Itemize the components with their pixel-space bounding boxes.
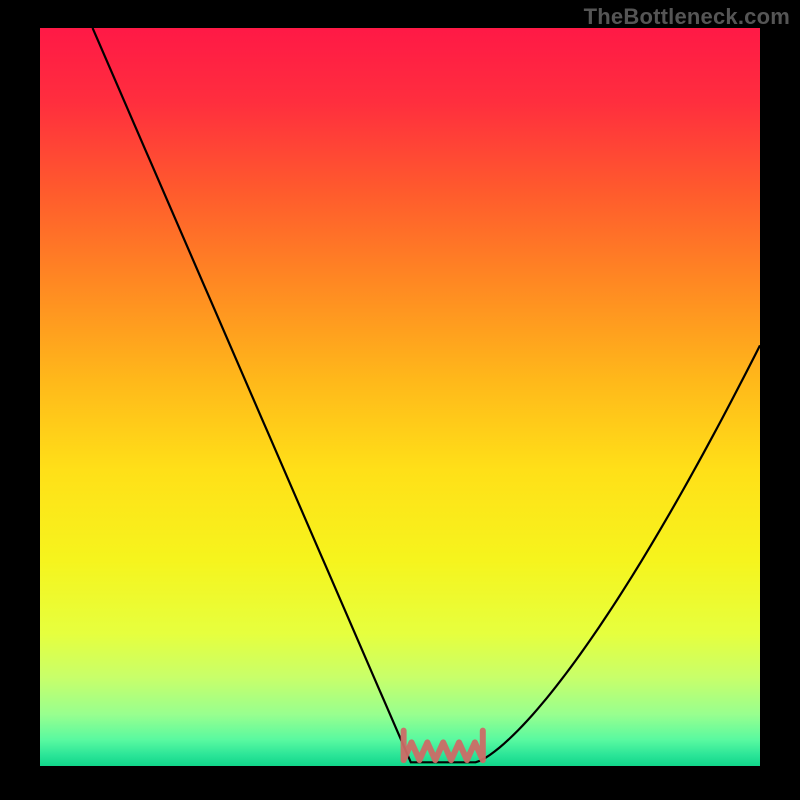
chart-root: TheBottleneck.com	[0, 0, 800, 800]
plot-background	[40, 28, 760, 766]
watermark-text: TheBottleneck.com	[584, 4, 790, 30]
chart-svg	[0, 0, 800, 800]
